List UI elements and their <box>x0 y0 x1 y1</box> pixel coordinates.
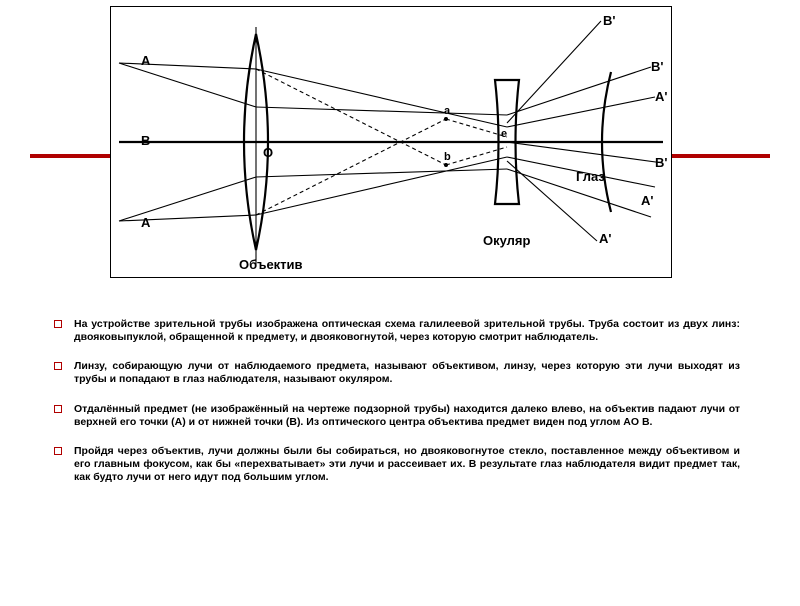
svg-text:A': A' <box>655 89 667 104</box>
svg-text:e: e <box>501 128 507 140</box>
bullet-item: Отдалённый предмет (не изображённый на ч… <box>48 403 740 429</box>
svg-text:a: a <box>444 105 451 117</box>
optical-diagram: a b e A B A O Объектив Окуляр Глаз B' B' A' B' A' A' <box>110 6 672 278</box>
bullet-marker <box>54 320 62 328</box>
bullet-text: Пройдя через объектив, лучи должны были … <box>74 445 740 483</box>
svg-text:A: A <box>141 53 151 68</box>
svg-text:B': B' <box>603 13 615 28</box>
bullet-text: Отдалённый предмет (не изображённый на ч… <box>74 403 740 428</box>
svg-text:Глаз: Глаз <box>576 169 605 184</box>
bullet-marker <box>54 405 62 413</box>
bullet-text: На устройстве зрительной трубы изображен… <box>74 318 740 343</box>
svg-text:Окуляр: Окуляр <box>483 233 531 248</box>
svg-text:B': B' <box>651 59 663 74</box>
text-content: На устройстве зрительной трубы изображен… <box>0 318 800 484</box>
svg-text:O: O <box>263 145 273 160</box>
bullet-item: Линзу, собирающую лучи от наблюдаемого п… <box>48 360 740 386</box>
svg-text:B': B' <box>655 155 667 170</box>
svg-text:A': A' <box>641 193 653 208</box>
slide: a b e A B A O Объектив Окуляр Глаз B' B' A' B' A' A' На… <box>0 6 800 606</box>
svg-text:Объектив: Объектив <box>239 257 303 272</box>
bullet-text: Линзу, собирающую лучи от наблюдаемого п… <box>74 360 740 385</box>
svg-text:A': A' <box>599 231 611 246</box>
bullet-marker <box>54 362 62 370</box>
svg-text:b: b <box>444 151 451 163</box>
bullet-marker <box>54 447 62 455</box>
bullet-item: На устройстве зрительной трубы изображен… <box>48 318 740 344</box>
bullet-item: Пройдя через объектив, лучи должны были … <box>48 445 740 484</box>
svg-text:B: B <box>141 133 150 148</box>
svg-text:A: A <box>141 215 151 230</box>
